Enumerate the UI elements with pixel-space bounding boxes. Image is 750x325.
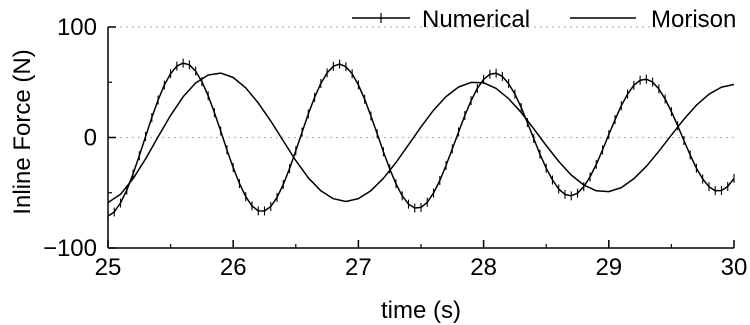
x-tick-label: 27 <box>345 254 372 281</box>
x-tick-label: 25 <box>95 254 122 281</box>
x-axis-label: time (s) <box>381 297 461 324</box>
legend-label-morison: Morison <box>651 6 736 33</box>
ticks <box>107 26 735 249</box>
plot-series-layer <box>107 58 735 221</box>
x-tick-label: 29 <box>595 254 622 281</box>
x-tick-label: 26 <box>220 254 247 281</box>
tick-labels: 25 26 27 28 29 30 −100 0 100 <box>43 14 747 281</box>
x-tick-label: 28 <box>470 254 497 281</box>
legend: Numerical Morison <box>352 6 736 33</box>
legend-label-numerical: Numerical <box>422 6 530 33</box>
y-tick-label: −100 <box>43 235 97 262</box>
y-tick-label: 0 <box>84 125 97 152</box>
y-tick-label: 100 <box>57 14 97 41</box>
grid <box>108 26 734 139</box>
y-axis-label: Inline Force (N) <box>9 49 36 214</box>
x-tick-label: 30 <box>721 254 748 281</box>
series-line-morison <box>107 72 735 204</box>
